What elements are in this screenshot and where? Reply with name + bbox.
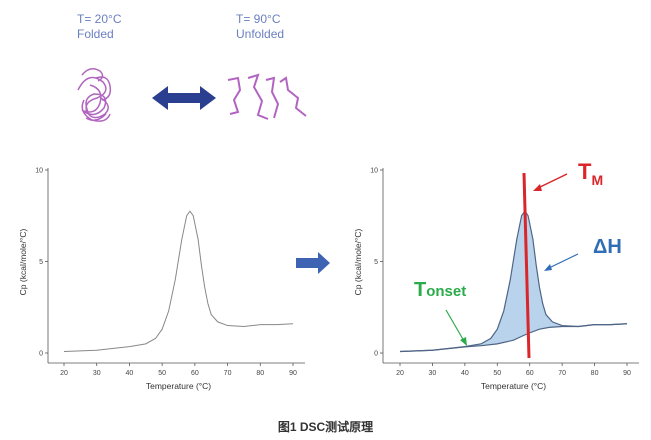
x-tick-label: 30 — [429, 370, 437, 377]
tm-line — [522, 172, 531, 359]
tm-marker: TM — [522, 159, 603, 359]
x-tick-label: 90 — [289, 370, 297, 377]
tonset-marker: Tonset — [414, 279, 467, 346]
unfolded-temp: T= 90°C — [236, 12, 281, 26]
x-tick-label: 40 — [461, 370, 469, 377]
x-axis-label: Temperature (°C) — [481, 381, 546, 391]
x-tick-label: 50 — [158, 370, 166, 377]
enthalpy-area — [400, 211, 627, 352]
x-tick-label: 40 — [126, 370, 134, 377]
double-arrow-icon — [152, 86, 216, 110]
y-axis-label: Cp (kcal/mole/°C) — [18, 228, 28, 295]
right-arrow-icon — [296, 252, 330, 274]
y-tick-label: 0 — [374, 351, 378, 358]
svg-text:TM: TM — [578, 159, 603, 188]
folded-label: Folded — [77, 27, 114, 41]
dh-marker: ΔH — [544, 236, 622, 271]
tm-arrow — [537, 173, 568, 189]
y-tick-label: 5 — [374, 259, 378, 266]
folded-temp: T= 20°C — [77, 12, 122, 26]
x-tick-label: 70 — [224, 370, 232, 377]
y-tick-label: 10 — [370, 168, 378, 175]
x-axis-label: Temperature (°C) — [146, 381, 211, 391]
x-tick-label: 60 — [191, 370, 199, 377]
figure-caption: 图1 DSC测试原理 — [277, 420, 374, 434]
svg-text:Tonset: Tonset — [414, 279, 466, 301]
x-tick-label: 90 — [623, 370, 631, 377]
x-tick-label: 60 — [526, 370, 534, 377]
dsc-chart-raw: 0 5 10 20 30 40 50 60 70 80 90 Temperature (°C) Cp (… — [18, 168, 305, 391]
y-tick-label: 5 — [39, 259, 43, 266]
tm-arrowhead — [533, 184, 542, 191]
folded-protein-icon — [77, 68, 112, 122]
x-tick-label: 80 — [256, 370, 264, 377]
dh-label: ΔH — [593, 236, 622, 258]
dsc-chart-annotated: 0 5 10 20 30 40 50 60 70 80 90 Temperature (°C) Cp (… — [353, 168, 639, 391]
unfolded-label: Unfolded — [236, 27, 285, 41]
y-axis-label: Cp (kcal/mole/°C) — [353, 228, 363, 295]
cp-curve — [399, 210, 628, 353]
tonset-label: T — [414, 279, 426, 301]
y-tick-label: 10 — [35, 168, 43, 175]
cp-curve — [63, 210, 294, 353]
x-tick-label: 80 — [591, 370, 599, 377]
x-tick-label: 30 — [93, 370, 101, 377]
tm-label: T — [578, 159, 592, 184]
y-tick-label: 0 — [39, 351, 43, 358]
unfolded-protein-icon — [227, 73, 307, 120]
x-tick-label: 20 — [60, 370, 68, 377]
x-tick-label: 70 — [558, 370, 566, 377]
x-tick-label: 50 — [493, 370, 501, 377]
x-tick-label: 20 — [396, 370, 404, 377]
